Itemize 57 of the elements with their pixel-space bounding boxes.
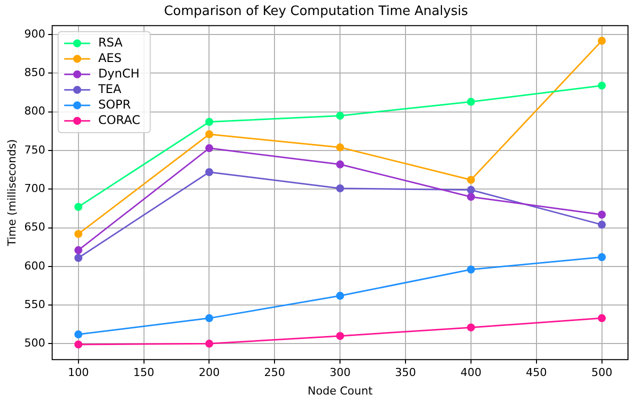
x-tick-label: 450 <box>526 366 547 380</box>
legend-label: TEA <box>97 82 122 96</box>
y-axis-title: Time (milliseconds) <box>5 139 18 248</box>
point <box>205 314 214 322</box>
x-tick-label: 250 <box>264 366 286 380</box>
point <box>466 186 475 194</box>
point <box>598 314 606 322</box>
y-tick-label: 900 <box>24 27 46 40</box>
legend-label: RSA <box>98 35 124 50</box>
point <box>336 292 344 300</box>
y-tick-label: 700 <box>24 182 46 195</box>
x-tick-label: 150 <box>133 366 154 380</box>
point <box>74 330 82 338</box>
y-tick-label: 800 <box>24 104 46 118</box>
x-tick-label: 350 <box>395 366 416 380</box>
legend-label: CORAC <box>98 112 140 127</box>
point <box>336 143 344 152</box>
point <box>74 246 82 254</box>
point <box>74 254 82 262</box>
point <box>466 176 475 184</box>
point <box>598 253 606 262</box>
point <box>598 220 606 229</box>
point <box>205 130 214 138</box>
point <box>598 210 606 219</box>
legend-label: DynCH <box>98 66 140 80</box>
y-tick-label: 850 <box>24 66 46 80</box>
point <box>336 112 344 120</box>
point <box>336 160 344 168</box>
x-tick-label: 500 <box>591 366 612 380</box>
x-tick-label: 400 <box>460 366 482 380</box>
y-tick-label: 750 <box>24 143 46 156</box>
y-tick-label: 650 <box>24 220 46 234</box>
point <box>336 184 344 192</box>
point <box>205 168 214 176</box>
chart-title: Comparison of Key Computation Time Analysis <box>164 4 468 20</box>
point <box>598 36 606 45</box>
point <box>74 340 82 348</box>
point <box>466 98 475 106</box>
point <box>74 230 82 238</box>
x-tick-label: 300 <box>330 366 351 380</box>
x-tick-label: 200 <box>198 366 220 380</box>
x-axis-title: Node Count <box>308 384 374 398</box>
legend-label: AES <box>98 50 122 65</box>
y-tick-label: 600 <box>24 259 46 272</box>
y-tick-label: 550 <box>24 298 46 311</box>
x-tick-label: 100 <box>68 366 89 380</box>
point <box>205 340 214 348</box>
point <box>466 265 475 274</box>
point <box>205 144 214 152</box>
point <box>466 192 475 201</box>
y-tick-label: 500 <box>24 336 46 350</box>
point <box>466 323 475 332</box>
point <box>336 332 344 340</box>
point <box>205 118 214 126</box>
legend-label: SOPR <box>98 97 131 112</box>
point <box>598 82 606 90</box>
point <box>74 202 82 211</box>
